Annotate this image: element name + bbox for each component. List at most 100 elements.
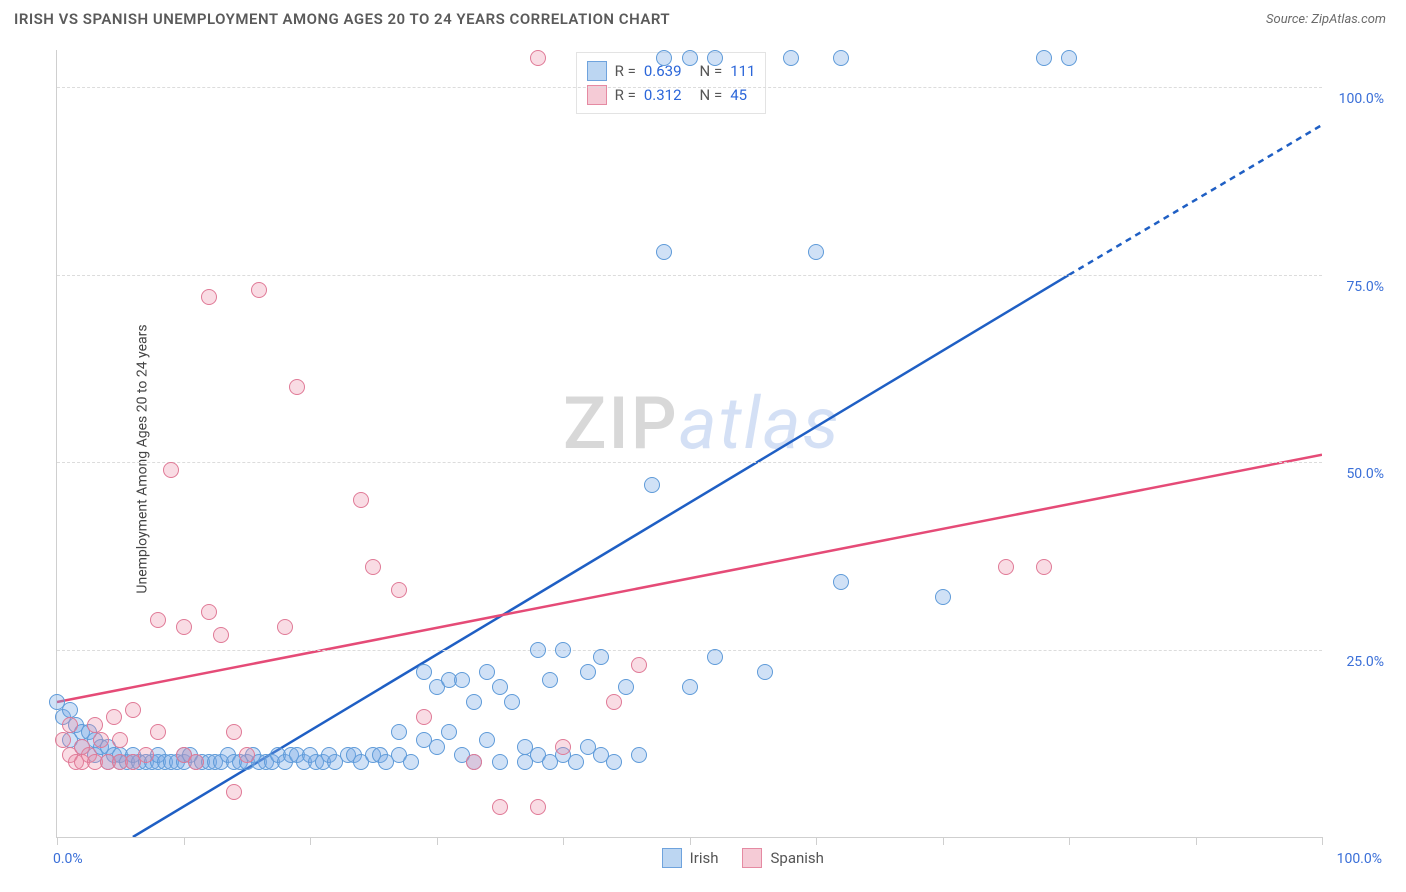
y-tick-label: 100.0%	[1339, 91, 1384, 107]
data-point	[87, 717, 103, 733]
data-point	[403, 754, 419, 770]
data-point	[833, 574, 849, 590]
data-point	[106, 709, 122, 725]
data-point	[492, 799, 508, 815]
data-point	[125, 702, 141, 718]
data-point	[707, 50, 723, 66]
data-point	[492, 754, 508, 770]
legend-swatch	[662, 848, 682, 868]
x-tick	[57, 837, 58, 845]
legend-swatch	[742, 848, 762, 868]
data-point	[1036, 50, 1052, 66]
data-point	[391, 724, 407, 740]
data-point	[530, 799, 546, 815]
data-point	[631, 657, 647, 673]
data-point	[707, 649, 723, 665]
data-point	[277, 619, 293, 635]
x-axis-label-right: 100.0%	[1337, 851, 1382, 867]
watermark: ZIPatlas	[563, 381, 841, 466]
trend-line-dashed	[1069, 125, 1322, 275]
data-point	[504, 694, 520, 710]
corr-r-label: R =	[615, 86, 636, 104]
data-point	[213, 627, 229, 643]
legend-item: Spanish	[742, 848, 823, 868]
data-point	[479, 732, 495, 748]
data-point	[644, 477, 660, 493]
data-point	[935, 589, 951, 605]
source-attribution: Source: ZipAtlas.com	[1266, 12, 1386, 27]
chart-container: Unemployment Among Ages 20 to 24 years Z…	[14, 40, 1392, 878]
data-point	[416, 664, 432, 680]
data-point	[176, 619, 192, 635]
y-tick-label: 25.0%	[1346, 654, 1384, 670]
legend-label: Irish	[690, 849, 719, 867]
watermark-zip: ZIP	[563, 381, 679, 466]
data-point	[466, 754, 482, 770]
x-tick	[563, 837, 564, 845]
plot-area: ZIPatlas R =0.639N =111R =0.312N =45 25.…	[56, 50, 1322, 838]
series-legend: Irish Spanish	[662, 848, 824, 868]
y-tick-label: 50.0%	[1346, 466, 1384, 482]
data-point	[62, 717, 78, 733]
data-point	[150, 612, 166, 628]
data-point	[656, 244, 672, 260]
data-point	[454, 672, 470, 688]
data-point	[833, 50, 849, 66]
data-point	[391, 582, 407, 598]
x-tick	[1196, 837, 1197, 845]
data-point	[93, 732, 109, 748]
data-point	[441, 724, 457, 740]
data-point	[226, 724, 242, 740]
corr-n-value: 45	[730, 86, 747, 104]
data-point	[682, 679, 698, 695]
legend-swatch	[587, 61, 607, 81]
legend-label: Spanish	[770, 849, 823, 867]
data-point	[682, 50, 698, 66]
data-point	[606, 754, 622, 770]
data-point	[1061, 50, 1077, 66]
x-axis-label-left: 0.0%	[53, 851, 83, 867]
data-point	[289, 379, 305, 395]
gridline-h	[57, 462, 1322, 463]
data-point	[757, 664, 773, 680]
data-point	[998, 559, 1014, 575]
x-tick	[437, 837, 438, 845]
data-point	[55, 732, 71, 748]
trend-lines-layer	[57, 50, 1322, 837]
x-tick	[816, 837, 817, 845]
data-point	[150, 724, 166, 740]
data-point	[429, 739, 445, 755]
data-point	[593, 649, 609, 665]
corr-r-label: R =	[615, 62, 636, 80]
watermark-atlas: atlas	[679, 381, 841, 466]
data-point	[112, 732, 128, 748]
corr-n-value: 111	[730, 62, 755, 80]
corr-r-value: 0.312	[644, 86, 682, 104]
data-point	[808, 244, 824, 260]
data-point	[239, 747, 255, 763]
data-point	[188, 754, 204, 770]
trend-line	[57, 455, 1322, 702]
data-point	[580, 664, 596, 680]
data-point	[416, 709, 432, 725]
x-tick	[1069, 837, 1070, 845]
x-tick	[1322, 837, 1323, 845]
data-point	[492, 679, 508, 695]
data-point	[530, 642, 546, 658]
data-point	[1036, 559, 1052, 575]
data-point	[201, 604, 217, 620]
corr-legend-row: R =0.639N =111	[587, 59, 756, 83]
data-point	[555, 739, 571, 755]
data-point	[201, 289, 217, 305]
x-tick	[690, 837, 691, 845]
data-point	[542, 672, 558, 688]
x-tick	[310, 837, 311, 845]
gridline-h	[57, 87, 1322, 88]
data-point	[568, 754, 584, 770]
data-point	[656, 50, 672, 66]
data-point	[163, 462, 179, 478]
data-point	[365, 559, 381, 575]
data-point	[618, 679, 634, 695]
data-point	[138, 747, 154, 763]
x-tick	[184, 837, 185, 845]
